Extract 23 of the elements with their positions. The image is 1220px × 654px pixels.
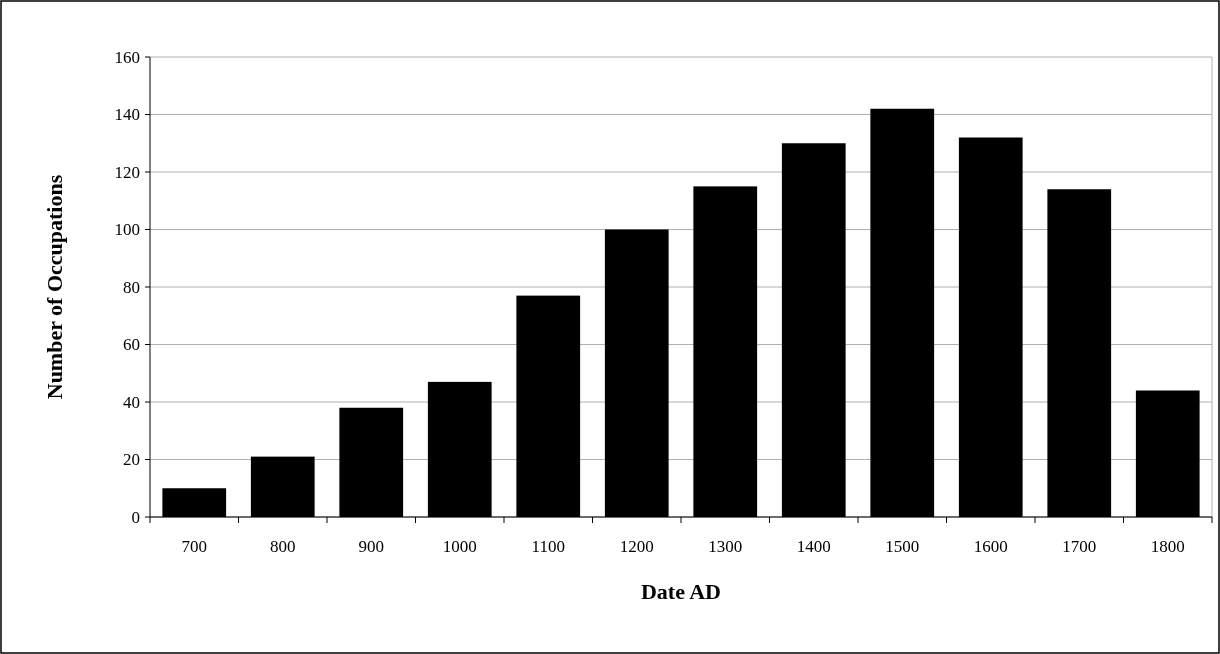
- y-tick-label: 40: [123, 392, 140, 412]
- x-tick-label: 700: [181, 537, 207, 556]
- x-tick-label: 900: [358, 537, 384, 556]
- x-tick-label: 1800: [1150, 537, 1185, 556]
- y-tick-label: 140: [114, 105, 140, 125]
- y-tick-label: 20: [123, 450, 140, 470]
- y-tick-label: 100: [114, 220, 140, 240]
- y-tick-label: 160: [114, 47, 140, 67]
- x-tick-label: 1100: [531, 537, 565, 556]
- y-tick-label: 120: [114, 162, 140, 182]
- x-tick-label: 1700: [1062, 537, 1097, 556]
- x-axis-title: Date AD: [640, 579, 722, 604]
- y-tick-label: 80: [123, 277, 140, 297]
- x-tick-label: 1500: [885, 537, 920, 556]
- x-tick-label: 1300: [708, 537, 743, 556]
- y-tick-label: 0: [131, 507, 140, 527]
- x-tick-label: 1200: [619, 537, 654, 556]
- x-tick-label: 1000: [442, 537, 477, 556]
- x-tick-label: 800: [270, 537, 296, 556]
- x-tick-label: 1400: [796, 537, 831, 556]
- y-axis-title: Number of Occupations: [42, 174, 67, 400]
- y-tick-label: 60: [123, 335, 140, 355]
- x-tick-label: 1600: [973, 537, 1008, 556]
